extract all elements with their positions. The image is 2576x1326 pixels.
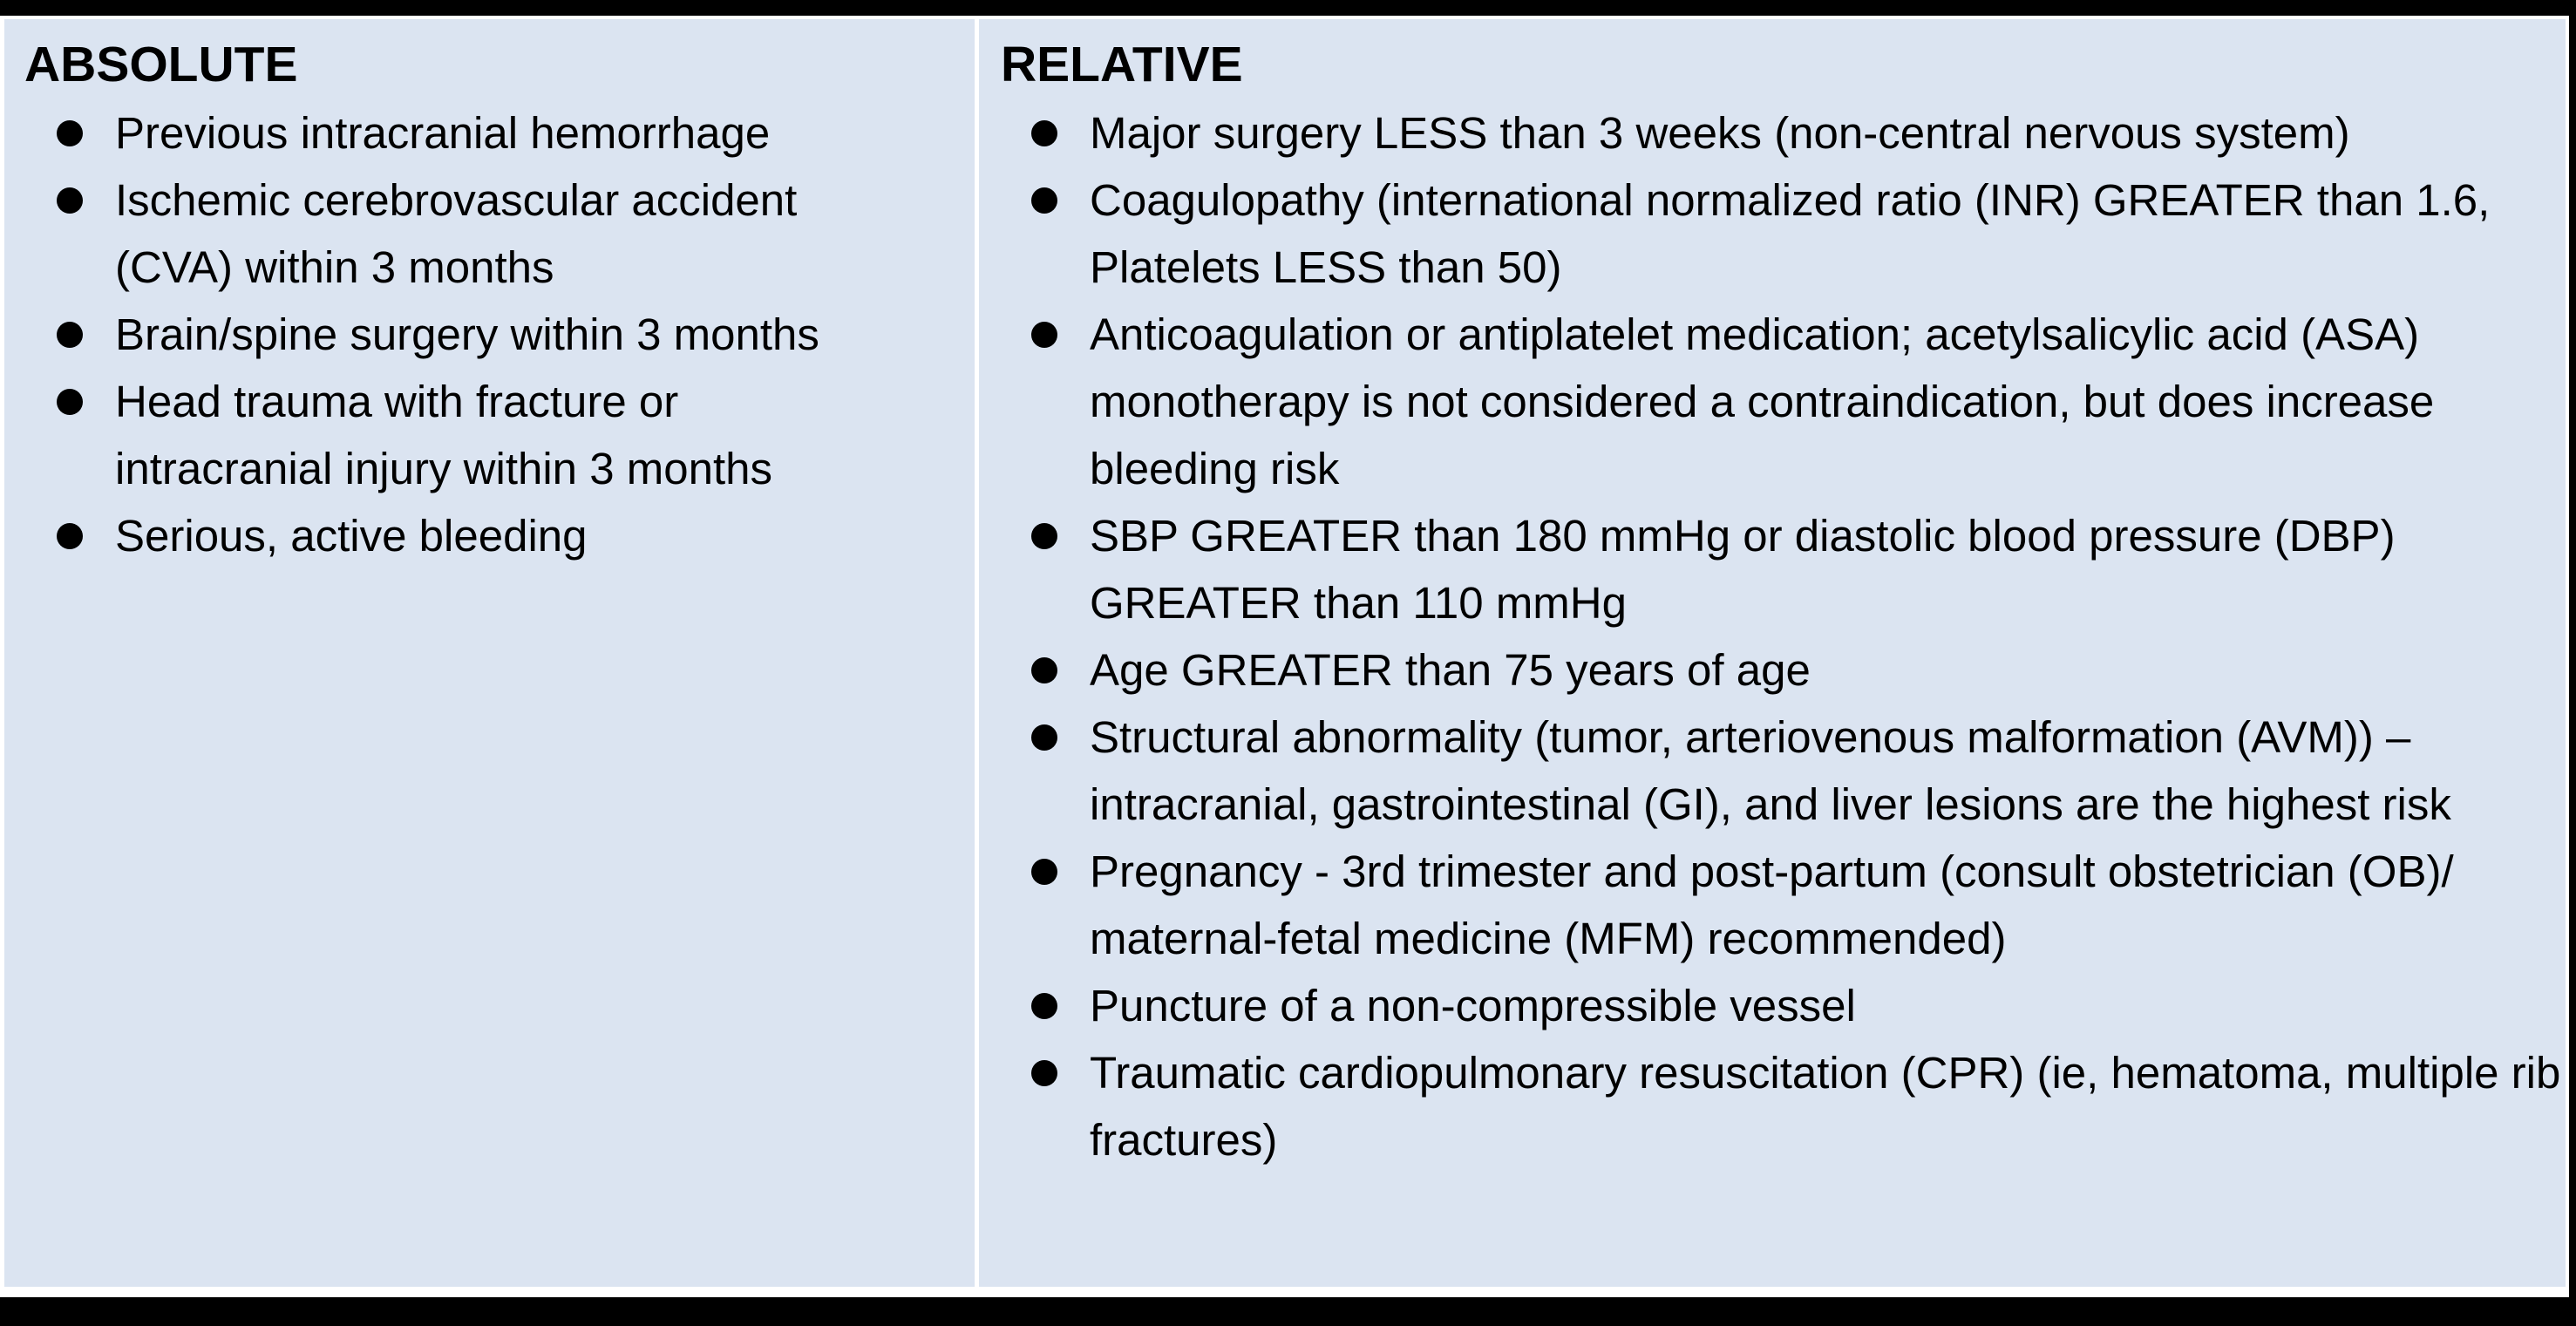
column-relative: RELATIVE Major surgery LESS than 3 weeks… [979,19,2566,1287]
item-text: Coagulopathy (international normalized r… [1090,175,2491,292]
bullet-icon [57,187,83,214]
item-text: Brain/spine surgery within 3 months [115,309,819,359]
bullet-icon [1031,187,1057,214]
right-frame-bar [2569,0,2576,1326]
bullet-icon [1031,724,1057,751]
relative-column-header: RELATIVE [1001,37,1243,92]
absolute-column-header: ABSOLUTE [24,37,298,92]
list-item: Serious, active bleeding [4,502,975,569]
bullet-icon [1031,322,1057,348]
column-divider [975,19,979,1287]
bullet-icon [57,389,83,415]
item-text: Ischemic cerebrovascular accident (CVA) … [115,175,798,292]
item-text: Major surgery LESS than 3 weeks (non-cen… [1090,108,2350,158]
list-item: Brain/spine surgery within 3 months [4,301,975,368]
column-absolute: ABSOLUTE Previous intracranial hemorrhag… [4,19,975,1287]
list-item: Traumatic cardiopulmonary resuscitation … [979,1039,2566,1173]
relative-contraindications-list: Major surgery LESS than 3 weeks (non-cen… [979,99,2566,1173]
item-text: Previous intracranial hemorrhage [115,108,771,158]
list-item: Puncture of a non-compressible vessel [979,972,2566,1039]
list-item: Major surgery LESS than 3 weeks (non-cen… [979,99,2566,167]
bullet-icon [57,322,83,348]
list-item: Ischemic cerebrovascular accident (CVA) … [4,167,975,301]
table-panel: ABSOLUTE Previous intracranial hemorrhag… [4,19,2566,1287]
list-item: SBP GREATER than 180 mmHg or diastolic b… [979,502,2566,636]
item-text: Puncture of a non-compressible vessel [1090,981,1856,1030]
item-text: Structural abnormality (tumor, arteriove… [1090,712,2451,829]
bullet-icon [1031,993,1057,1019]
bullet-icon [57,523,83,549]
list-item: Structural abnormality (tumor, arteriove… [979,704,2566,838]
list-item: Age GREATER than 75 years of age [979,636,2566,704]
bullet-icon [1031,657,1057,683]
item-text: Traumatic cardiopulmonary resuscitation … [1090,1048,2561,1165]
item-text: Pregnancy - 3rd trimester and post-partu… [1090,847,2454,963]
item-text: SBP GREATER than 180 mmHg or diastolic b… [1090,511,2396,628]
bullet-icon [1031,1060,1057,1086]
bullet-icon [57,120,83,146]
list-item: Anticoagulation or antiplatelet medicati… [979,301,2566,502]
bullet-icon [1031,120,1057,146]
list-item: Coagulopathy (international normalized r… [979,167,2566,301]
item-text: Anticoagulation or antiplatelet medicati… [1090,309,2435,493]
list-item: Head trauma with fracture or intracrania… [4,368,975,502]
item-text: Head trauma with fracture or intracrania… [115,377,772,493]
list-item: Pregnancy - 3rd trimester and post-partu… [979,838,2566,972]
list-item: Previous intracranial hemorrhage [4,99,975,167]
item-text: Serious, active bleeding [115,511,588,561]
bullet-icon [1031,523,1057,549]
item-text: Age GREATER than 75 years of age [1090,645,1811,695]
bottom-frame-bar [0,1297,2576,1326]
top-frame-bar [0,0,2576,16]
bullet-icon [1031,859,1057,885]
absolute-contraindications-list: Previous intracranial hemorrhage Ischemic… [4,99,975,569]
